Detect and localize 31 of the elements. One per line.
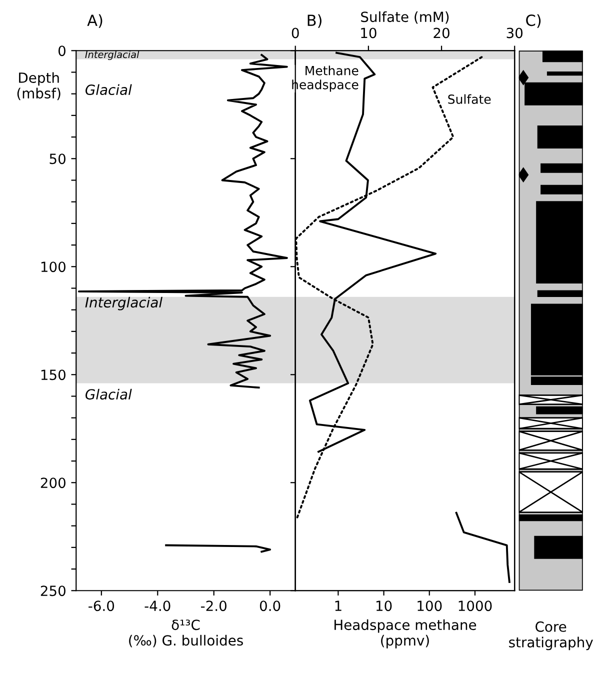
x-tick-label: 10 [376, 600, 392, 612]
y-tick-label: 150 [41, 370, 66, 380]
y-tick-label: 250 [40, 586, 66, 596]
y-tick-label: 100 [41, 262, 66, 272]
x-tick-label: 1 [335, 600, 342, 611]
y-tick-label: 50 [50, 154, 66, 164]
x-axis-title: Headspace methane (ppmv) [334, 619, 476, 648]
y-axis-title: Depth (mbsf) [17, 72, 60, 100]
annotation: Glacial [86, 388, 132, 400]
x2-tick-label: 10 [361, 28, 376, 38]
x-tick-label: -4.0 [144, 600, 170, 612]
x-tick-label: 1000 [458, 600, 492, 612]
text: C) [526, 14, 541, 28]
chart-title: A) [87, 14, 102, 28]
text: Core stratigraphy [509, 621, 593, 650]
band-label: Interglacial [85, 296, 162, 310]
band-label: Interglacial [85, 50, 140, 60]
x2-tick-label: 30 [506, 28, 523, 38]
annotation: Glacial [86, 84, 132, 96]
x2-tick-label: 20 [434, 28, 450, 38]
x2-axis-title: Sulfate (mM) [361, 11, 449, 24]
x-tick-label: -2.0 [200, 600, 226, 612]
y-tick-label: 0 [58, 46, 66, 56]
series-label: Sulfate [448, 94, 491, 104]
x-tick-label: 100 [418, 600, 442, 612]
x-tick-label: -6.0 [88, 600, 114, 612]
x2-tick-label: 0 [292, 28, 299, 38]
y-tick-label: 200 [40, 478, 66, 488]
x-tick-label: 0.0 [260, 600, 280, 612]
x-axis-title: δ¹³C (‰) G. bulloides [129, 620, 243, 648]
chart-title: B) [308, 14, 322, 28]
